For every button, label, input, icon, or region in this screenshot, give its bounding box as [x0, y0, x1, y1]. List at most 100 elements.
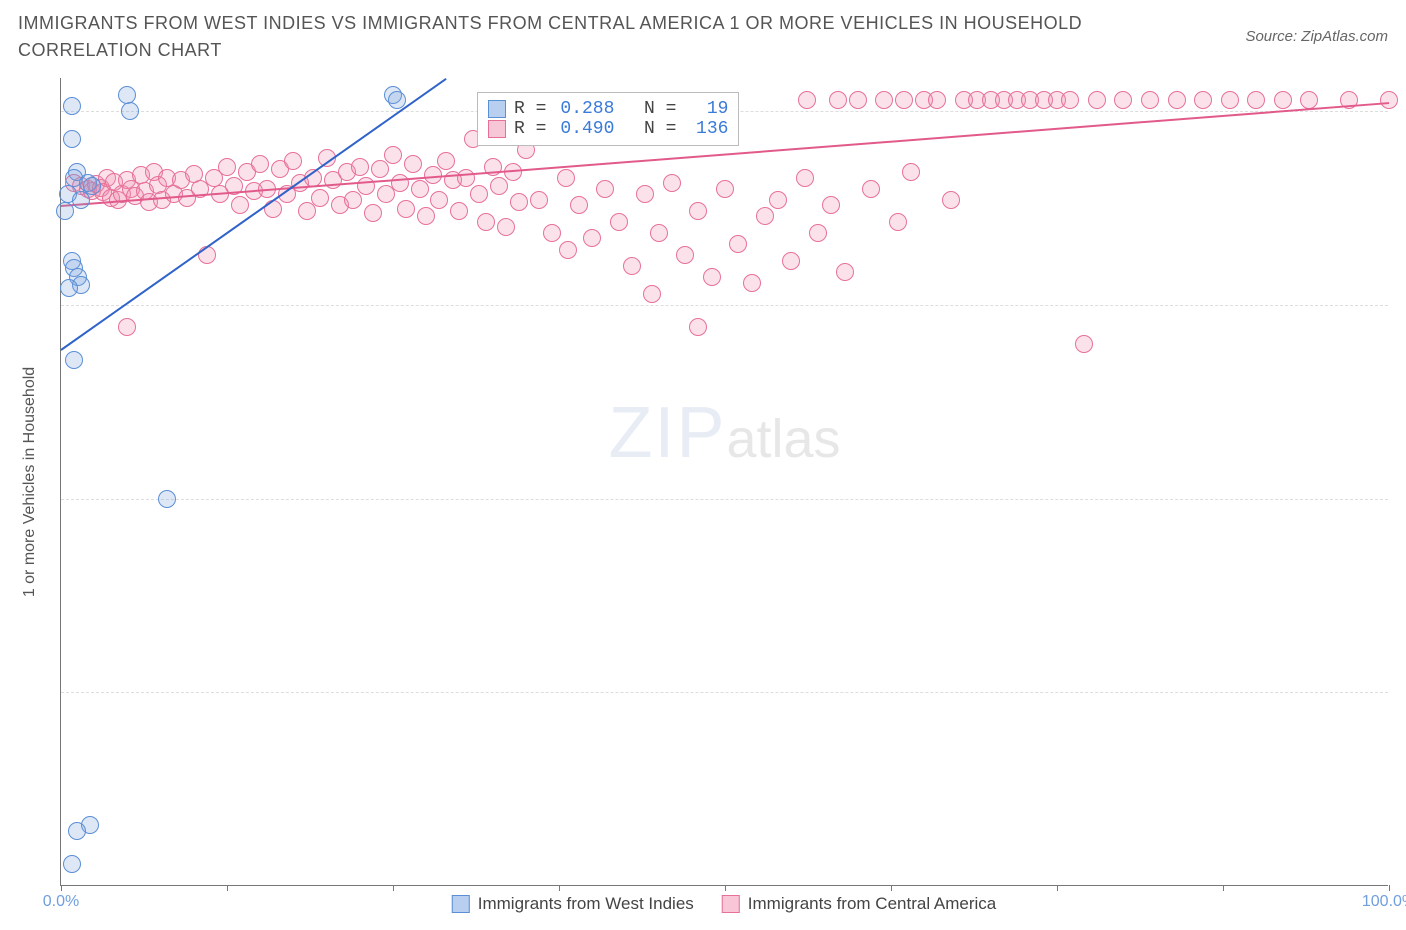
scatter-point — [397, 200, 415, 218]
x-tick-mark — [725, 885, 726, 891]
scatter-point — [411, 180, 429, 198]
scatter-point — [490, 177, 508, 195]
scatter-point — [596, 180, 614, 198]
scatter-point — [450, 202, 468, 220]
scatter-point — [743, 274, 761, 292]
scatter-point — [689, 318, 707, 336]
source-label: Source: ZipAtlas.com — [1245, 10, 1388, 45]
y-tick-label: 82.5% — [1396, 296, 1406, 314]
scatter-point — [298, 202, 316, 220]
x-tick-label: 0.0% — [43, 893, 79, 911]
scatter-point — [530, 191, 548, 209]
chart-title: IMMIGRANTS FROM WEST INDIES VS IMMIGRANT… — [18, 10, 1168, 64]
scatter-point — [703, 268, 721, 286]
scatter-point — [1075, 335, 1093, 353]
x-tick-mark — [1389, 885, 1390, 891]
scatter-point — [756, 207, 774, 225]
scatter-point — [782, 252, 800, 270]
scatter-point — [284, 152, 302, 170]
scatter-point — [56, 202, 74, 220]
scatter-point — [583, 229, 601, 247]
scatter-point — [902, 163, 920, 181]
scatter-point — [68, 822, 86, 840]
x-tick-mark — [559, 885, 560, 891]
legend-swatch — [452, 895, 470, 913]
x-tick-label: 100.0% — [1362, 893, 1406, 911]
stats-box: R =0.288 N =19R =0.490 N =136 — [477, 92, 739, 146]
scatter-point — [391, 174, 409, 192]
scatter-point — [364, 204, 382, 222]
scatter-point — [417, 207, 435, 225]
scatter-point — [1194, 91, 1212, 109]
scatter-point — [1274, 91, 1292, 109]
legend-swatch — [488, 100, 506, 118]
x-tick-mark — [1223, 885, 1224, 891]
scatter-point — [543, 224, 561, 242]
legend-item: Immigrants from West Indies — [452, 894, 694, 914]
scatter-point — [676, 246, 694, 264]
scatter-point — [889, 213, 907, 231]
scatter-point — [457, 169, 475, 187]
scatter-point — [404, 155, 422, 173]
scatter-point — [231, 196, 249, 214]
plot-container: 1 or more Vehicles in Household ZIPatlas… — [60, 78, 1388, 886]
scatter-point — [251, 155, 269, 173]
scatter-point — [928, 91, 946, 109]
x-tick-mark — [61, 885, 62, 891]
stat-key: N = — [622, 99, 676, 119]
scatter-point — [218, 158, 236, 176]
scatter-point — [510, 193, 528, 211]
scatter-point — [311, 189, 329, 207]
scatter-point — [118, 86, 136, 104]
scatter-point — [689, 202, 707, 220]
scatter-point — [875, 91, 893, 109]
stats-row: R =0.288 N =19 — [488, 99, 728, 119]
stat-key: N = — [622, 119, 676, 139]
scatter-point — [60, 279, 78, 297]
gridline — [61, 692, 1388, 693]
scatter-point — [636, 185, 654, 203]
scatter-point — [559, 241, 577, 259]
gridline — [61, 499, 1388, 500]
stat-key: R = — [514, 119, 546, 139]
scatter-point — [1141, 91, 1159, 109]
scatter-point — [643, 285, 661, 303]
scatter-point — [849, 91, 867, 109]
scatter-point — [118, 318, 136, 336]
x-tick-mark — [1057, 885, 1058, 891]
scatter-point — [1300, 91, 1318, 109]
legend-swatch — [488, 120, 506, 138]
scatter-point — [570, 196, 588, 214]
scatter-point — [836, 263, 854, 281]
scatter-point — [1114, 91, 1132, 109]
legend-swatch — [722, 895, 740, 913]
scatter-point — [63, 130, 81, 148]
trend-line — [60, 78, 446, 351]
stats-row: R =0.490 N =136 — [488, 119, 728, 139]
scatter-point — [1061, 91, 1079, 109]
x-tick-mark — [891, 885, 892, 891]
scatter-point — [344, 191, 362, 209]
stat-n: 19 — [684, 99, 728, 119]
scatter-point — [72, 191, 90, 209]
stat-r: 0.288 — [554, 99, 614, 119]
scatter-point — [63, 855, 81, 873]
scatter-point — [1088, 91, 1106, 109]
scatter-point — [610, 213, 628, 231]
scatter-point — [63, 97, 81, 115]
scatter-point — [798, 91, 816, 109]
scatter-point — [809, 224, 827, 242]
scatter-point — [477, 213, 495, 231]
scatter-point — [384, 146, 402, 164]
scatter-point — [1221, 91, 1239, 109]
stat-r: 0.490 — [554, 119, 614, 139]
scatter-point — [1247, 91, 1265, 109]
scatter-point — [1168, 91, 1186, 109]
scatter-point — [716, 180, 734, 198]
scatter-point — [557, 169, 575, 187]
scatter-point — [1380, 91, 1398, 109]
scatter-point — [769, 191, 787, 209]
scatter-point — [371, 160, 389, 178]
legend-label: Immigrants from Central America — [748, 894, 996, 914]
y-tick-label: 65.0% — [1396, 490, 1406, 508]
